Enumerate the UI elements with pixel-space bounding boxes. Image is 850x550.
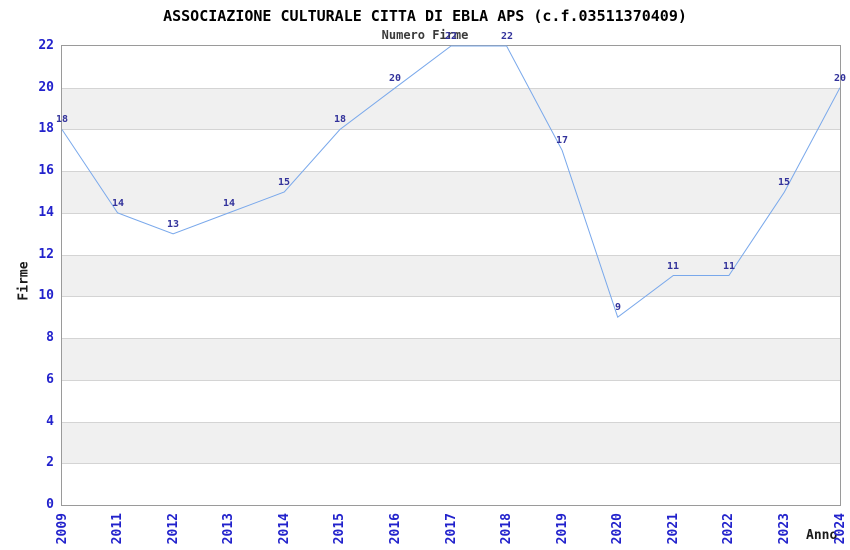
gridline	[62, 422, 840, 423]
y-tick-label: 12	[38, 246, 54, 262]
x-tick-label: 2013	[221, 513, 236, 545]
gridline	[62, 338, 840, 339]
x-tick-label: 2020	[610, 513, 625, 545]
point-label: 14	[222, 198, 236, 209]
point-label: 14	[111, 198, 125, 209]
point-label: 11	[666, 261, 680, 272]
x-tick-label: 2019	[555, 513, 570, 545]
point-label: 15	[777, 177, 791, 188]
y-tick-label: 16	[38, 163, 54, 179]
gridline	[62, 88, 840, 89]
y-tick-label: 0	[46, 497, 54, 512]
point-label: 17	[555, 135, 569, 146]
plot-area	[61, 45, 841, 506]
y-tick-label: 2	[46, 455, 54, 471]
x-tick-label: 2022	[721, 513, 736, 545]
point-label: 9	[614, 302, 622, 313]
grid-band	[62, 171, 840, 213]
plot-inner	[61, 45, 841, 505]
gridline	[62, 380, 840, 381]
point-label: 11	[722, 261, 736, 272]
grid-band	[62, 87, 840, 130]
x-tick-label: 2009	[55, 513, 70, 545]
x-tick-label: 2023	[777, 513, 792, 545]
point-label: 20	[388, 73, 402, 84]
point-label: 13	[166, 219, 180, 230]
x-tick-label: 2011	[110, 513, 125, 545]
x-axis-title: Anno	[806, 528, 838, 543]
point-label: 18	[333, 114, 347, 125]
x-tick-label: 2018	[499, 513, 514, 545]
x-tick-label: 2024	[833, 513, 848, 545]
y-tick-label: 6	[46, 371, 54, 387]
series-line	[61, 45, 841, 319]
y-tick-label: 4	[46, 413, 54, 429]
point-label: 18	[55, 114, 69, 125]
y-tick-label: 14	[38, 204, 54, 220]
gridline	[62, 463, 840, 464]
chart-title: ASSOCIAZIONE CULTURALE CITTA DI EBLA APS…	[163, 7, 687, 25]
x-tick-label: 2016	[388, 513, 403, 545]
point-label: 15	[277, 177, 291, 188]
x-tick-label: 2012	[166, 513, 181, 545]
y-tick-label: 18	[38, 121, 54, 137]
gridline	[62, 213, 840, 214]
grid-band	[62, 338, 840, 380]
point-label: 22	[444, 31, 458, 42]
x-tick-label: 2017	[444, 513, 459, 545]
y-tick-label: 20	[38, 79, 54, 95]
y-tick-label: 8	[46, 330, 54, 346]
grid-band	[62, 421, 840, 464]
x-tick-label: 2015	[332, 513, 347, 545]
x-tick-label: 2021	[666, 513, 681, 545]
point-label: 22	[500, 31, 514, 42]
gridline	[62, 255, 840, 256]
gridline	[62, 171, 840, 172]
chart-subtitle: Numero Firme	[381, 28, 469, 42]
y-tick-label: 22	[38, 38, 54, 53]
x-tick-label: 2014	[277, 513, 292, 545]
point-label: 20	[833, 73, 847, 84]
gridline	[62, 296, 840, 297]
gridline	[62, 129, 840, 130]
y-tick-label: 10	[38, 288, 54, 304]
